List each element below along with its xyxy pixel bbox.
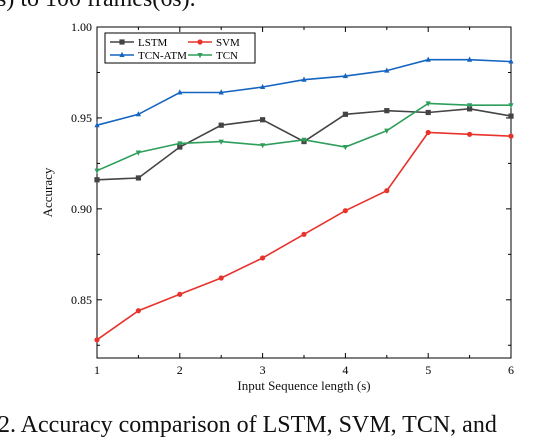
legend-marker-tcn — [197, 53, 203, 59]
x-tick-label: 5 — [425, 363, 431, 377]
data-point-tcn — [467, 103, 473, 109]
data-point-svm — [260, 255, 266, 261]
data-point-tcn — [508, 103, 514, 109]
legend-marker-svm — [197, 39, 203, 45]
x-tick-label: 1 — [94, 363, 100, 377]
y-tick-label: 1.00 — [71, 20, 92, 34]
y-axis-title: Accuracy — [40, 167, 55, 217]
data-point-lstm — [94, 177, 100, 183]
data-point-lstm — [342, 111, 348, 117]
x-tick-label: 3 — [260, 363, 266, 377]
legend-box — [104, 32, 256, 64]
data-point-svm — [384, 188, 390, 194]
data-point-tcn — [94, 168, 100, 174]
data-point-svm — [218, 275, 224, 281]
data-point-lstm — [260, 117, 266, 123]
data-point-lstm — [467, 106, 473, 112]
legend: LSTM SVM TCN-ATM TCN — [104, 32, 256, 64]
series-tcn — [94, 101, 514, 174]
x-tick-label: 6 — [508, 363, 514, 377]
data-point-svm — [177, 291, 183, 297]
data-point-tcn — [342, 145, 348, 151]
data-point-tcn-atm — [94, 122, 100, 128]
y-tick-label: 0.95 — [71, 111, 92, 125]
series-svm — [94, 129, 514, 343]
top-text-fragment: s) to 100 frames(6s). — [0, 0, 196, 13]
data-point-tcn — [135, 150, 141, 156]
data-point-tcn — [425, 101, 431, 107]
data-point-tcn-atm — [384, 67, 390, 73]
data-point-tcn — [260, 143, 266, 149]
data-point-lstm — [384, 108, 390, 114]
data-point-svm — [467, 131, 473, 137]
data-point-lstm — [177, 144, 183, 150]
data-point-tcn — [301, 137, 307, 143]
y-tick-label: 0.85 — [71, 293, 92, 307]
legend-label-tcn: TCN — [216, 50, 238, 62]
data-point-tcn-atm — [467, 56, 473, 62]
data-point-tcn-atm — [177, 89, 183, 95]
data-point-tcn-atm — [218, 89, 224, 95]
data-point-lstm — [425, 109, 431, 116]
data-point-tcn-atm — [260, 83, 266, 90]
data-point-lstm — [135, 175, 141, 181]
data-point-svm — [508, 133, 514, 139]
data-point-svm — [135, 308, 141, 314]
figure-caption: 2. Accuracy comparison of LSTM, SVM, TCN… — [0, 412, 497, 438]
legend-label-lstm: LSTM — [138, 37, 168, 49]
data-point-tcn — [177, 141, 183, 147]
plot-area: 1 2 3 4 5 6 0.85 0.90 0.95 1.00 Input Sequence len… — [40, 20, 514, 393]
data-point-tcn-atm — [301, 76, 307, 82]
legend-marker-tcn-atm — [119, 51, 125, 57]
data-point-svm — [301, 231, 307, 237]
data-point-lstm — [218, 122, 224, 128]
legend-marker-lstm — [119, 39, 125, 45]
data-point-tcn-atm — [135, 111, 141, 117]
x-tick-label: 4 — [342, 363, 348, 377]
data-point-tcn-atm — [342, 72, 348, 79]
data-point-svm — [425, 129, 431, 136]
series-lstm — [94, 106, 514, 183]
series-tcn-atm — [94, 56, 514, 128]
x-axis-title: Input Sequence length (s) — [237, 378, 370, 393]
data-point-svm — [94, 337, 100, 343]
data-point-tcn-atm — [508, 58, 514, 64]
series-line-lstm — [96, 107, 512, 181]
legend-label-tcn-atm: TCN-ATM — [138, 50, 187, 62]
data-point-tcn-atm — [425, 56, 431, 62]
data-point-svm — [342, 208, 348, 214]
x-tick-label: 2 — [177, 363, 183, 377]
y-tick-label: 0.90 — [71, 202, 92, 216]
legend-label-svm: SVM — [216, 37, 240, 49]
data-point-tcn — [218, 139, 224, 145]
series-line-tcn-atm — [96, 58, 512, 126]
data-point-lstm — [508, 113, 514, 119]
series-line-tcn — [96, 102, 511, 172]
data-point-tcn — [384, 128, 390, 134]
